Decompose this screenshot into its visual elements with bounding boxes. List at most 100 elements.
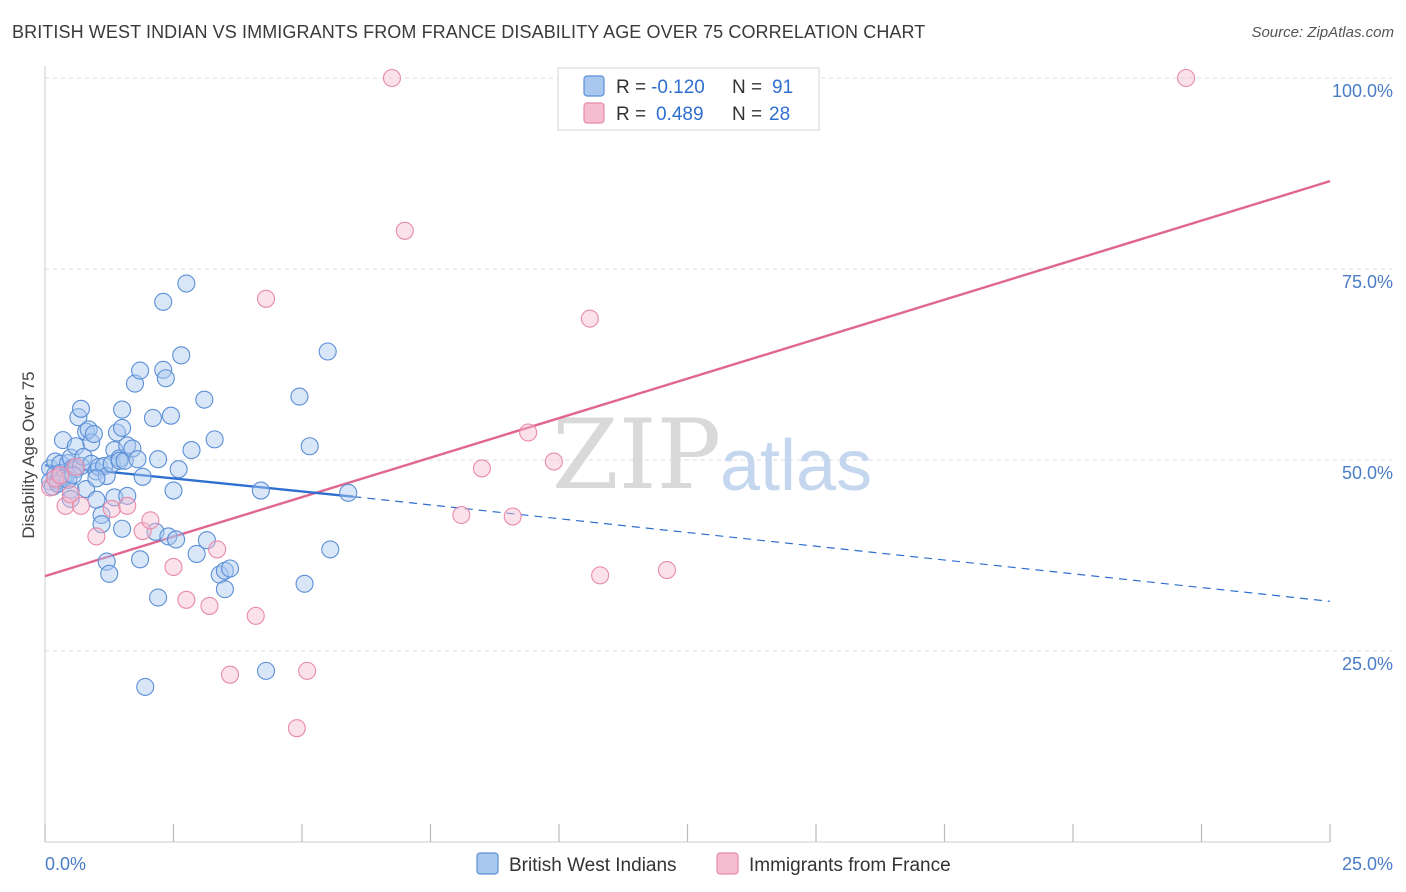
point-british-west-indians [123,439,142,458]
point-british-west-indians [87,490,106,509]
point-immigrants-from-france [208,540,227,559]
point-british-west-indians [177,274,196,293]
bottom-legend-swatch-pink [716,852,739,875]
point-immigrants-from-france [118,496,137,515]
point-immigrants-from-france [382,68,402,88]
y-tick-label: 75.0% [1342,272,1393,292]
point-british-west-indians [156,369,175,388]
point-immigrants-from-france [41,478,60,497]
bottom-legend: British West Indians Immigrants from Fra… [476,852,951,876]
point-british-west-indians [113,418,132,437]
point-british-west-indians [251,481,270,500]
point-british-west-indians [118,486,137,505]
point-immigrants-from-france [395,221,414,240]
point-immigrants-from-france [246,606,265,625]
chart-title: BRITISH WEST INDIAN VS IMMIGRANTS FROM F… [12,22,926,42]
point-british-west-indians [100,564,119,583]
point-british-west-indians [215,580,234,599]
point-immigrants-from-france [46,469,65,488]
point-immigrants-from-france [580,309,599,328]
top-legend: R = -0.120 N = 91 R = 0.489 N = 28 [557,67,820,131]
legend-r-label-blue: R = [616,77,646,98]
point-immigrants-from-france [141,511,160,530]
y-axis-label: Disability Age Over 75 [19,371,38,538]
point-british-west-indians [182,441,201,460]
x-tick-label-max: 25.0% [1342,854,1393,874]
point-british-west-indians [195,390,214,409]
point-immigrants-from-france [87,527,106,546]
point-british-west-indians [71,399,91,418]
point-british-west-indians [87,469,106,488]
point-immigrants-from-france [164,557,183,577]
point-british-west-indians [143,408,162,428]
point-british-west-indians [256,661,276,680]
series-immigrants-from-france [41,68,1196,738]
y-tick-label: 50.0% [1342,463,1393,483]
legend-n-label-blue: N = [732,77,762,98]
point-british-west-indians [118,436,137,455]
point-immigrants-from-france [472,459,491,478]
point-immigrants-from-france [66,457,85,476]
point-british-west-indians [321,540,340,559]
point-british-west-indians [164,481,183,500]
point-immigrants-from-france [102,499,121,518]
legend-swatch-blue [583,75,605,97]
watermark-atlas: atlas [720,426,872,506]
point-british-west-indians [339,483,358,502]
legend-r-label-pink: R = [616,104,646,125]
point-british-west-indians [128,450,147,469]
point-british-west-indians [300,437,319,456]
x-tick-label-min: 0.0% [45,854,86,874]
y-tick-labels: 25.0% 50.0% 75.0% 100.0% [1332,81,1393,674]
point-immigrants-from-france [56,496,75,515]
point-british-west-indians [154,292,173,311]
legend-n-value-blue: 91 [772,77,793,98]
trend-lines [44,179,1331,602]
point-british-west-indians [84,424,103,444]
grid-lines [45,77,1392,652]
point-british-west-indians [220,559,240,578]
point-british-west-indians [167,530,186,549]
series-british-west-indians [41,274,358,696]
point-british-west-indians [136,677,155,696]
point-british-west-indians [318,342,337,361]
trend-line-blue-extension [353,496,1331,602]
point-british-west-indians [149,588,168,607]
point-immigrants-from-france [61,485,80,504]
point-immigrants-from-france [200,596,219,615]
x-tick-labels: 0.0% 25.0% [45,854,1393,874]
point-immigrants-from-france [657,560,676,580]
point-british-west-indians [161,406,180,425]
legend-r-value-blue: -0.120 [651,77,705,98]
point-british-west-indians [172,346,191,365]
bottom-legend-swatch-blue [476,852,499,875]
point-british-west-indians [74,447,93,466]
point-british-west-indians [113,519,132,538]
chart-source: Source: ZipAtlas.com [1251,24,1394,41]
point-british-west-indians [131,361,150,380]
point-british-west-indians [113,400,132,419]
point-british-west-indians [187,544,206,564]
point-british-west-indians [169,460,188,479]
point-british-west-indians [110,451,129,470]
legend-swatch-pink [583,102,605,124]
bottom-legend-label-blue: British West Indians [509,855,677,876]
point-immigrants-from-france [1177,68,1196,88]
legend-n-label-pink: N = [732,104,762,125]
point-british-west-indians [290,387,309,406]
point-british-west-indians [131,550,150,569]
point-immigrants-from-france [177,590,196,609]
point-immigrants-from-france [71,496,91,515]
point-immigrants-from-france [544,452,563,471]
trend-line-pink [44,179,1331,578]
watermark-zip: ZIP [552,399,721,511]
legend-n-value-pink: 28 [769,104,790,125]
point-british-west-indians [295,574,314,593]
point-british-west-indians [92,505,111,525]
point-immigrants-from-france [298,661,317,680]
point-immigrants-from-france [591,566,610,585]
axes [44,66,1331,843]
point-british-west-indians [205,430,224,449]
point-immigrants-from-france [452,505,471,525]
